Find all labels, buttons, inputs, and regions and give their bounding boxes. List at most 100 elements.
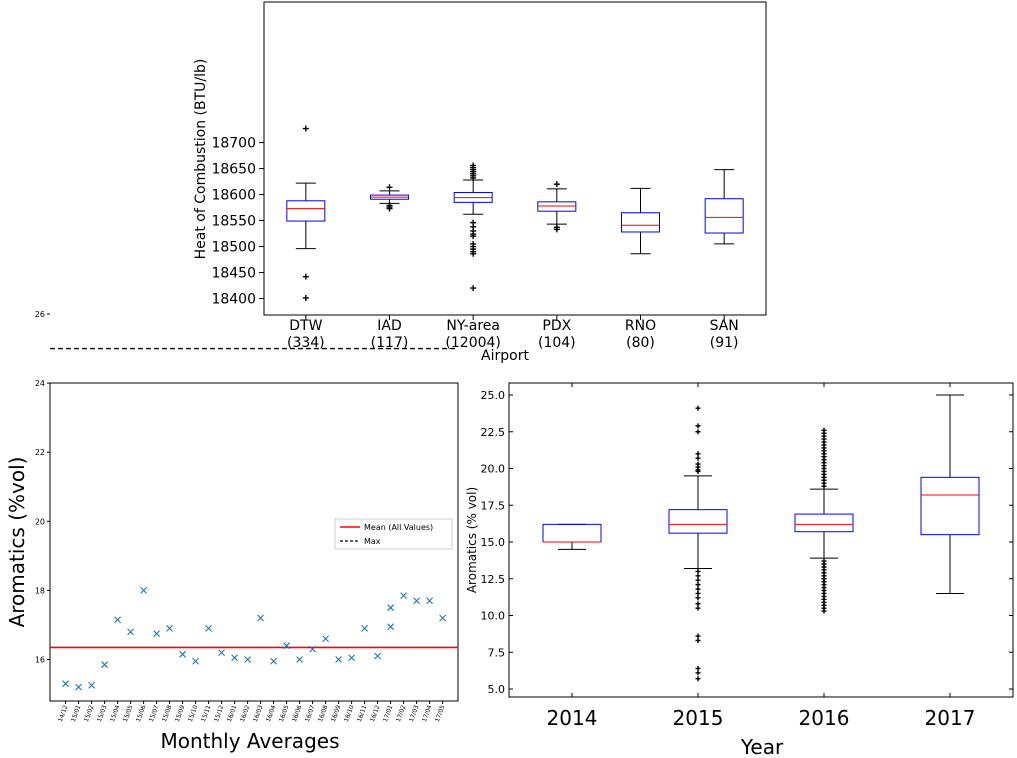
- y-tick-label-4: 18600: [211, 188, 256, 204]
- x-tick-label-22: 16/10: [343, 704, 356, 723]
- x-tick-label-9: 15/09: [174, 704, 187, 723]
- point-17: [283, 642, 290, 650]
- y-tick-label-3: 18550: [211, 214, 256, 230]
- x-tick-label-4: 15/04: [109, 704, 122, 723]
- x-tick-label-25: 17/01: [382, 704, 395, 723]
- x-tick-label-17: 16/05: [278, 704, 291, 723]
- point-8: [166, 625, 173, 632]
- x-tick-label-10: 15/10: [187, 704, 200, 723]
- x-tick-label-27: 17/03: [408, 704, 421, 723]
- flier-2-19: [821, 483, 827, 489]
- y-axis-label: Heat of Combustion (BTU/lb): [193, 59, 209, 260]
- plot-frame: [508, 382, 1014, 698]
- x-tick-label-21: 16/09: [330, 704, 343, 723]
- point-5: [127, 628, 134, 636]
- x-tick-label-4: RNO: [625, 318, 656, 334]
- flier-3-0: [553, 181, 560, 188]
- point-24: [374, 652, 381, 660]
- flier-1-4: [695, 455, 701, 461]
- flier-1-1: [695, 423, 701, 429]
- x-tick-label-8: 15/08: [161, 704, 174, 723]
- x-tick-label-18: 16/06: [291, 704, 304, 723]
- flier-1-15: [695, 595, 701, 601]
- yearly-aromatics-boxplot: 5.0 7.5 10.0 12.5 15.0 17.5 20.0 22.5 25.0 2014 2…: [465, 382, 1014, 758]
- point-20: [322, 635, 329, 643]
- y-tick-label-0: 16: [35, 656, 45, 665]
- y-tick-label-1: 7.5: [488, 646, 506, 659]
- x-tick-label-1: 2015: [673, 706, 724, 730]
- x-tick-count-0: (334): [287, 335, 325, 351]
- x-tick-label-3: PDX: [542, 318, 571, 334]
- flier-2-16: [470, 250, 477, 257]
- x-tick-label-15: 16/03: [252, 704, 265, 723]
- point-14: [244, 656, 251, 663]
- point-2: [88, 682, 95, 689]
- plot-frame: [263, 1, 767, 316]
- point-19: [309, 645, 316, 653]
- x-tick-label-28: 17/04: [421, 704, 434, 723]
- x-tick-label-6: 15/06: [135, 704, 148, 723]
- box-2: [794, 513, 854, 533]
- y-tick-label-8: 25.0: [481, 389, 506, 402]
- x-tick-label-2: 2016: [799, 706, 850, 730]
- flier-2-37: [821, 608, 827, 614]
- x-tick-label-23: 16/11: [356, 704, 369, 723]
- x-axis-label: Airport: [481, 348, 529, 364]
- flier-1-12: [695, 582, 701, 588]
- flier-1-3: [695, 451, 701, 457]
- point-3: [101, 661, 108, 669]
- legend-max-label: Max: [364, 537, 381, 546]
- flier-1-0: [695, 405, 701, 411]
- flier-1-18: [695, 633, 701, 639]
- y-tick-label-3: 22: [35, 448, 45, 457]
- flier-1-14: [695, 590, 701, 596]
- flier-1-2: [695, 429, 701, 435]
- flier-1-9: [695, 568, 701, 574]
- y-tick-label-2: 18500: [211, 240, 256, 256]
- y-tick-label-4: 24: [35, 379, 45, 388]
- point-26: [400, 592, 407, 599]
- x-tick-label-0: DTW: [289, 318, 322, 334]
- box-1: [668, 509, 728, 534]
- flier-1-22: [695, 676, 701, 682]
- point-1: [75, 683, 82, 691]
- x-tick-label-1: 15/01: [70, 704, 83, 723]
- box-0: [542, 523, 602, 543]
- y-axis-label: Aromatics (%vol): [5, 457, 29, 628]
- y-tick-label-5: 18650: [211, 162, 256, 178]
- y-tick-label-0: 5.0: [488, 683, 506, 696]
- y-tick-label-6: 20.0: [481, 463, 506, 476]
- x-tick-label-26: 17/02: [395, 704, 408, 723]
- flier-1-17: [695, 605, 701, 611]
- x-tick-label-0: 2014: [547, 706, 598, 730]
- y-tick-label-3: 12.5: [481, 573, 506, 586]
- plot-frame: [49, 382, 459, 702]
- flier-1-0: [386, 184, 393, 191]
- x-tick-label-3: 2017: [925, 706, 976, 730]
- point-18: [296, 656, 303, 663]
- point-extra: [387, 604, 394, 612]
- y-tick-label-4: 15.0: [481, 536, 506, 549]
- point-25: [387, 623, 394, 631]
- x-tick-count-4: (80): [626, 335, 655, 351]
- x-tick-label-12: 15/12: [213, 704, 226, 723]
- flier-1-13: [695, 586, 701, 592]
- x-axis-label: Year: [740, 735, 784, 758]
- flier-1-20: [695, 665, 701, 671]
- point-16: [270, 657, 277, 665]
- point-22: [348, 654, 355, 662]
- x-tick-label-19: 16/07: [304, 704, 317, 723]
- flier-0-2: [302, 294, 309, 301]
- x-tick-label-29: 17/05: [434, 704, 447, 723]
- x-tick-label-16: 16/04: [265, 704, 278, 723]
- x-tick-label-11: 15/11: [200, 704, 213, 723]
- flier-1-19: [695, 637, 701, 643]
- point-15: [257, 614, 264, 622]
- point-7: [153, 630, 160, 637]
- point-23: [361, 625, 368, 632]
- flier-1-21: [695, 670, 701, 676]
- flier-1-16: [695, 601, 701, 607]
- x-tick-label-7: 15/07: [148, 704, 161, 723]
- point-13: [231, 654, 238, 662]
